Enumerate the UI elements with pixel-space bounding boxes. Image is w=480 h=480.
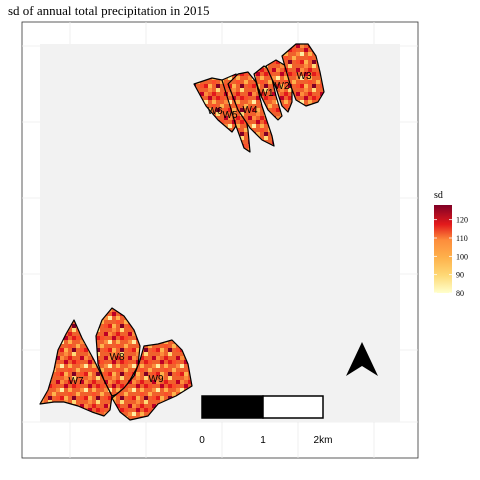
label-w8: W8 <box>110 352 125 363</box>
scalebar-label-0: 0 <box>199 435 205 446</box>
label-w5: W5 <box>223 110 238 121</box>
label-w1: W1 <box>259 88 274 99</box>
scalebar-label-2km: 2km <box>314 435 333 446</box>
legend-colorbar <box>434 205 452 293</box>
watershed-w9 <box>111 339 193 421</box>
legend-tick-label-110: 110 <box>456 234 468 243</box>
scale-bar <box>201 395 324 419</box>
watershed-polygons <box>193 43 325 153</box>
label-w7: W7 <box>69 376 84 387</box>
map-title: sd of annual total precipitation in 2015 <box>8 3 210 18</box>
watershed-w3 <box>281 43 325 107</box>
north-arrow-icon <box>346 342 378 376</box>
label-w9: W9 <box>149 374 164 385</box>
label-w6: W6 <box>208 106 223 117</box>
legend-tick-label-100: 100 <box>456 252 468 261</box>
watershed-w2 <box>265 59 293 113</box>
legend: sd 80 90 100 110 120 <box>434 190 468 298</box>
label-w2: W2 <box>275 81 290 92</box>
label-w3: W3 <box>297 71 312 82</box>
legend-title: sd <box>434 190 443 201</box>
watershed-polygons-south <box>39 307 193 421</box>
legend-ticks: 80 90 100 110 120 <box>434 216 468 298</box>
legend-tick-label-120: 120 <box>456 216 468 225</box>
scalebar-label-1: 1 <box>260 435 266 446</box>
legend-tick-label-90: 90 <box>456 271 464 280</box>
legend-tick-label-80: 80 <box>456 289 464 298</box>
label-w4: W4 <box>243 105 258 116</box>
watershed-w4 <box>227 71 275 147</box>
